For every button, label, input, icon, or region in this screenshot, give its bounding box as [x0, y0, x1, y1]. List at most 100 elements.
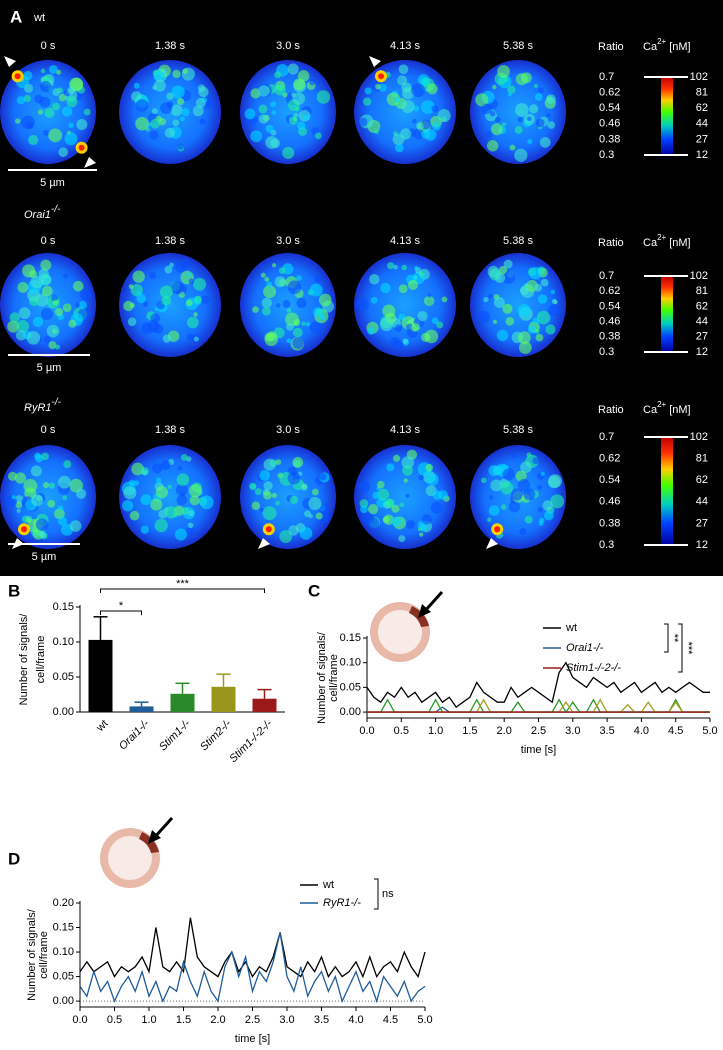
cell-texture — [282, 146, 295, 159]
cell-texture — [266, 331, 277, 342]
cell-texture — [288, 525, 299, 536]
cell-texture — [372, 491, 380, 500]
cell-texture — [529, 267, 542, 280]
legend-label: Orai1-/- — [566, 642, 604, 654]
cell-texture — [532, 317, 540, 325]
cell-texture — [492, 319, 498, 324]
x-tick-label: Orai1-/- — [117, 717, 152, 752]
cell-texture — [261, 297, 273, 309]
cell-texture — [487, 265, 500, 278]
cell-texture — [535, 333, 544, 342]
cell-texture — [421, 514, 432, 525]
cell-texture — [170, 104, 183, 117]
cell-texture — [547, 304, 560, 317]
y-tick-label: 0.10 — [53, 946, 74, 958]
cell-texture — [308, 496, 322, 511]
cell-texture — [244, 108, 256, 120]
cell-texture — [394, 324, 403, 332]
cell-texture — [287, 280, 302, 295]
cell-texture — [164, 127, 175, 138]
cell-texture — [68, 319, 77, 328]
cell-texture — [394, 97, 401, 103]
time-label: 0 s — [41, 40, 56, 52]
cell-texture — [181, 507, 190, 515]
series-line — [79, 917, 426, 979]
series-line — [367, 706, 710, 713]
cell-texture — [127, 317, 137, 327]
cell-texture — [519, 528, 527, 536]
cell-texture — [43, 482, 50, 489]
colorbar-ratio-tick: 0.38 — [599, 133, 620, 145]
cell-texture — [153, 324, 164, 334]
ca-unit: [nM] — [669, 41, 690, 53]
cell-texture — [151, 108, 158, 115]
y-tick-label: 0.15 — [53, 601, 74, 613]
cell-texture — [514, 126, 523, 134]
cell-texture — [171, 85, 185, 99]
colorbar-title: Ratio — [598, 41, 624, 53]
cell-texture — [526, 452, 532, 458]
cell-image — [470, 445, 566, 549]
cell-texture — [270, 101, 277, 108]
cell-texture — [487, 517, 492, 522]
cell-texture — [258, 85, 270, 97]
cell-texture — [316, 90, 331, 104]
colorbar-ratio-tick: 0.62 — [599, 453, 620, 465]
cell-texture — [68, 122, 74, 128]
cell-texture — [524, 283, 529, 288]
cell-texture — [379, 317, 394, 331]
cell-texture — [413, 128, 425, 140]
y-tick-label: 0.20 — [53, 897, 74, 909]
colorbar-ratio-tick: 0.54 — [599, 102, 620, 114]
cell-texture — [135, 99, 149, 112]
cell-texture — [67, 86, 75, 95]
cell-texture — [197, 84, 206, 92]
cell-texture — [540, 471, 546, 477]
colorbar-ca-tick: 27 — [696, 331, 708, 343]
cell-texture — [419, 532, 424, 537]
colorbar-ca-tick: 12 — [696, 346, 708, 358]
hot-spot-core — [265, 526, 272, 533]
cell-texture — [43, 335, 51, 344]
cell-texture — [199, 495, 214, 510]
cell-texture — [502, 468, 515, 481]
cell-texture — [311, 488, 319, 496]
cell-texture — [187, 316, 199, 329]
x-tick-label: Stim1-/-2-/- — [227, 717, 275, 765]
cell-texture — [61, 106, 73, 117]
significance-label: * — [119, 600, 124, 612]
cell-texture — [274, 84, 286, 96]
colorbar-ratio-tick: 0.38 — [599, 517, 620, 529]
hot-spot-core — [494, 526, 501, 533]
cell-texture — [523, 488, 536, 501]
cell-texture — [507, 92, 512, 97]
cell-texture — [9, 312, 21, 323]
cell-texture — [475, 93, 489, 107]
cell-icon — [100, 816, 174, 888]
cell-texture — [292, 327, 303, 338]
cell-texture — [271, 263, 277, 268]
cell-image — [240, 253, 336, 357]
cell-texture — [416, 122, 424, 131]
cell-texture — [72, 280, 84, 292]
cell-texture — [314, 132, 322, 140]
cell-texture — [391, 504, 400, 513]
cell-texture — [76, 119, 88, 131]
cell-texture — [538, 87, 544, 94]
cell-texture — [497, 65, 510, 78]
colorbar-ca-tick: 44 — [696, 316, 708, 328]
cell-texture — [418, 271, 424, 277]
cell-texture — [411, 83, 426, 98]
colorbar-ratio-tick: 0.46 — [599, 118, 620, 130]
cell-texture — [297, 121, 306, 130]
series-line — [367, 698, 710, 714]
cell-image — [354, 56, 456, 164]
cell-texture — [546, 94, 556, 104]
cell-texture — [259, 507, 264, 513]
cell-texture — [158, 117, 167, 126]
x-tick-label: 0.5 — [107, 1014, 122, 1026]
colorbar-ca-tick: 27 — [696, 133, 708, 145]
cell-texture — [501, 504, 507, 510]
cell-texture — [7, 320, 20, 333]
cell-texture — [51, 294, 58, 302]
